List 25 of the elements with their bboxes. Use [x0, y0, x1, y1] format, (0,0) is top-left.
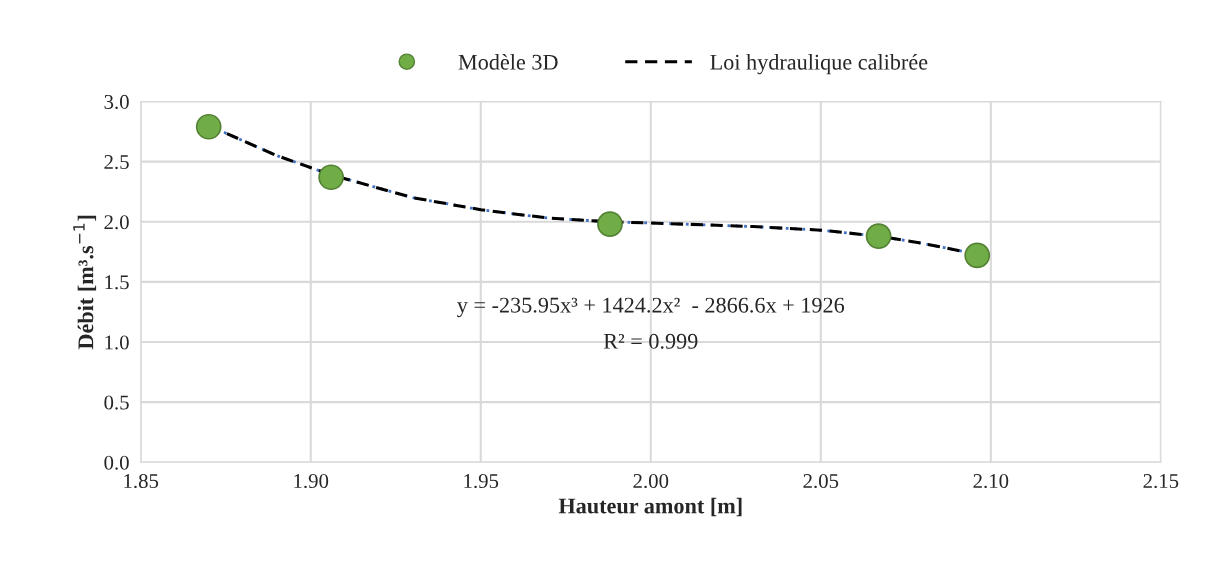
x-tick-label: 1.90 — [294, 473, 329, 489]
x-tick-label: 2.15 — [1143, 474, 1179, 489]
y-tick-label: 1.5 — [105, 275, 129, 290]
y-tick-label: 0.0 — [104, 455, 129, 470]
y-tick-label: 2.0 — [104, 215, 129, 230]
y-tick-label: 2.5 — [104, 155, 129, 170]
x-tick-label: 2.00 — [633, 473, 669, 489]
x-tick-label: 1.95 — [464, 474, 499, 489]
y-axis-title: Débit [m³.s$^{−1}$] — [73, 215, 97, 350]
point — [964, 242, 991, 269]
point — [318, 164, 344, 191]
legend-label: Loi hydraulique calibrée — [710, 54, 928, 75]
y-tick-label: 1.0 — [105, 335, 129, 350]
y-tick-label: 0.5 — [104, 395, 129, 410]
x-tick-label: 2.05 — [803, 473, 839, 489]
y-tick-label: 3.0 — [104, 94, 129, 110]
x-tick-label: 2.10 — [973, 473, 1009, 489]
legend-label: Modèle 3D — [458, 54, 558, 70]
point — [195, 113, 222, 140]
annotation: y = -235.95x³ + 1424.2x² - 2866.6x + 1926 — [457, 297, 845, 318]
point — [865, 223, 892, 250]
x-axis-title: Hauteur amont [m] — [558, 497, 742, 517]
point — [597, 211, 623, 238]
x-tick-label: 1.85 — [124, 473, 159, 489]
annotation: R² = 0.999 — [603, 333, 698, 349]
